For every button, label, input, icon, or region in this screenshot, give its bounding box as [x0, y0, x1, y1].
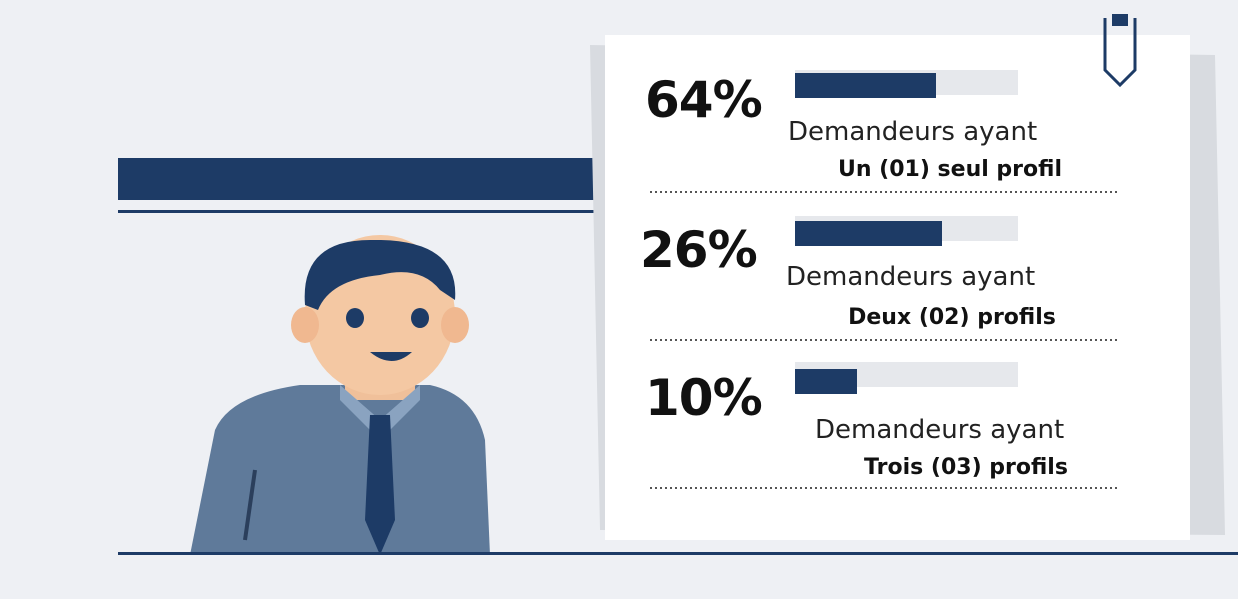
profile: Deux (02) profils: [848, 305, 1056, 330]
label: Demandeurs ayant: [788, 117, 1037, 147]
profile: Un (01) seul profil: [838, 157, 1062, 182]
label: Demandeurs ayant: [786, 262, 1035, 292]
profile: Trois (03) profils: [864, 455, 1068, 480]
banner: [118, 158, 618, 200]
bar: [795, 73, 936, 98]
floor-line: [118, 552, 1238, 555]
clip-icon: [1103, 18, 1137, 88]
banner-line: [118, 210, 618, 213]
percent: 26%: [640, 221, 757, 279]
clip-top: [1112, 14, 1128, 26]
character: [190, 235, 490, 555]
bar: [795, 221, 942, 246]
bar: [795, 369, 857, 394]
percent: 10%: [645, 369, 762, 427]
label: Demandeurs ayant: [815, 415, 1064, 445]
card: [605, 35, 1190, 540]
percent: 64%: [645, 71, 762, 129]
